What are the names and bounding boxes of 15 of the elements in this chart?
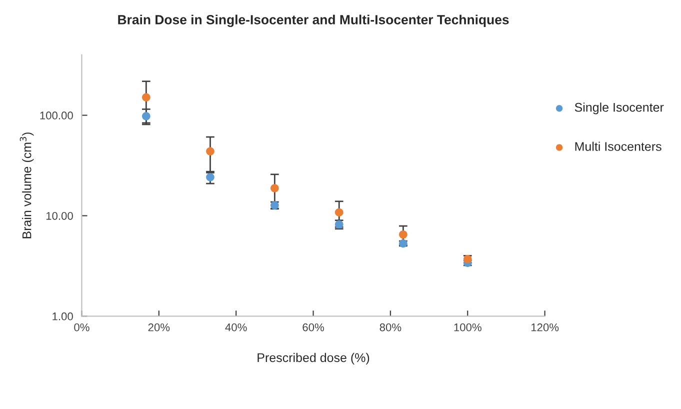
x-tick-label: 120% [531, 323, 559, 332]
x-tick-label: 80% [380, 323, 402, 332]
x-tick-label: 40% [225, 323, 247, 332]
x-tick-label: 20% [148, 323, 170, 332]
y-axis-title: Brain volume (cm$^{3}$) [20, 132, 34, 238]
legend-label: Single Isocenter [574, 102, 664, 114]
y-tick-label: 1.00 [52, 312, 73, 320]
x-tick-label: 100% [454, 323, 482, 332]
x-tick-label: 60% [302, 323, 324, 332]
chart-title: Brain Dose in Single-Isocenter and Multi-Isocenter Techniques [118, 14, 509, 28]
x-axis-title: Prescribed dose (%) [258, 352, 370, 365]
y-tick-label: 100.00 [40, 112, 73, 120]
legend-label: Multi Isocenters [575, 142, 662, 151]
y-tick-label: 10.00 [46, 212, 73, 220]
x-tick-label: 0% [74, 323, 90, 332]
